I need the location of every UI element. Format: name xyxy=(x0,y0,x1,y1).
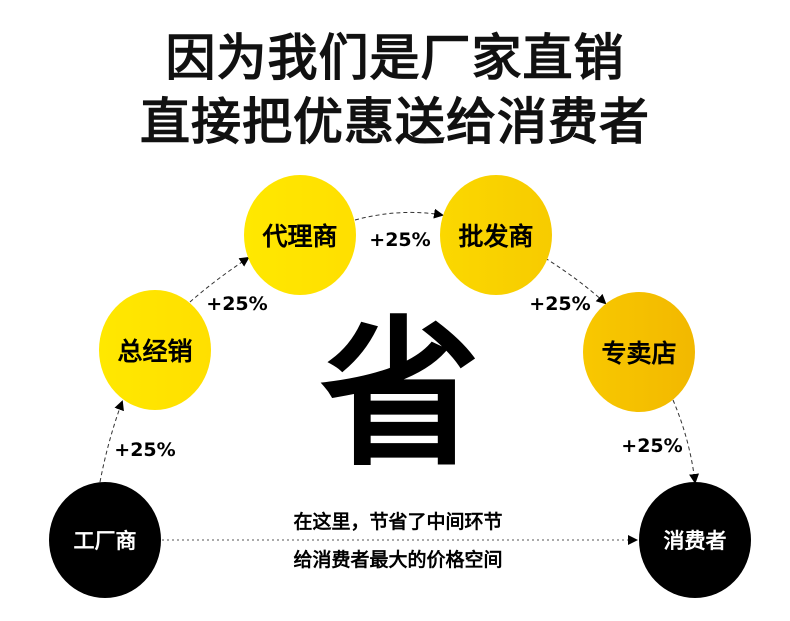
node-agent: 代理商 xyxy=(244,175,356,295)
node-wholesale: 批发商 xyxy=(440,175,552,295)
node-general-label: 总经销 xyxy=(117,337,192,366)
markup-label: +25% xyxy=(369,229,430,251)
arrow-wholesale-store xyxy=(544,257,607,305)
node-factory: 工厂商 xyxy=(49,482,161,598)
bottom-text-line-1: 在这里，节省了中间环节 xyxy=(293,510,502,533)
title-line-2: 直接把优惠送给消费者 xyxy=(140,93,650,151)
node-consumer-label: 消费者 xyxy=(664,529,727,553)
node-factory-label: 工厂商 xyxy=(74,529,137,553)
node-store: 专卖店 xyxy=(583,292,695,412)
save-character: 省 xyxy=(320,301,480,488)
markup-label: +25% xyxy=(114,439,175,461)
bottom-text-line-2: 给消费者最大的价格空间 xyxy=(293,548,502,571)
node-agent-label: 代理商 xyxy=(261,222,337,251)
node-general: 总经销 xyxy=(99,290,211,410)
markup-label: +25% xyxy=(529,293,590,315)
node-wholesale-label: 批发商 xyxy=(458,222,533,251)
node-store-label: 专卖店 xyxy=(601,339,676,368)
title-line-1: 因为我们是厂家直销 xyxy=(165,29,625,87)
markup-label: +25% xyxy=(206,293,267,315)
arrow-general-agent xyxy=(189,256,250,303)
markup-label: +25% xyxy=(621,435,682,457)
arrow-agent-wholesale xyxy=(354,208,444,221)
arrow-factory-general xyxy=(99,400,124,483)
arrow-store-consumer xyxy=(672,399,700,484)
node-consumer: 消费者 xyxy=(639,482,751,598)
